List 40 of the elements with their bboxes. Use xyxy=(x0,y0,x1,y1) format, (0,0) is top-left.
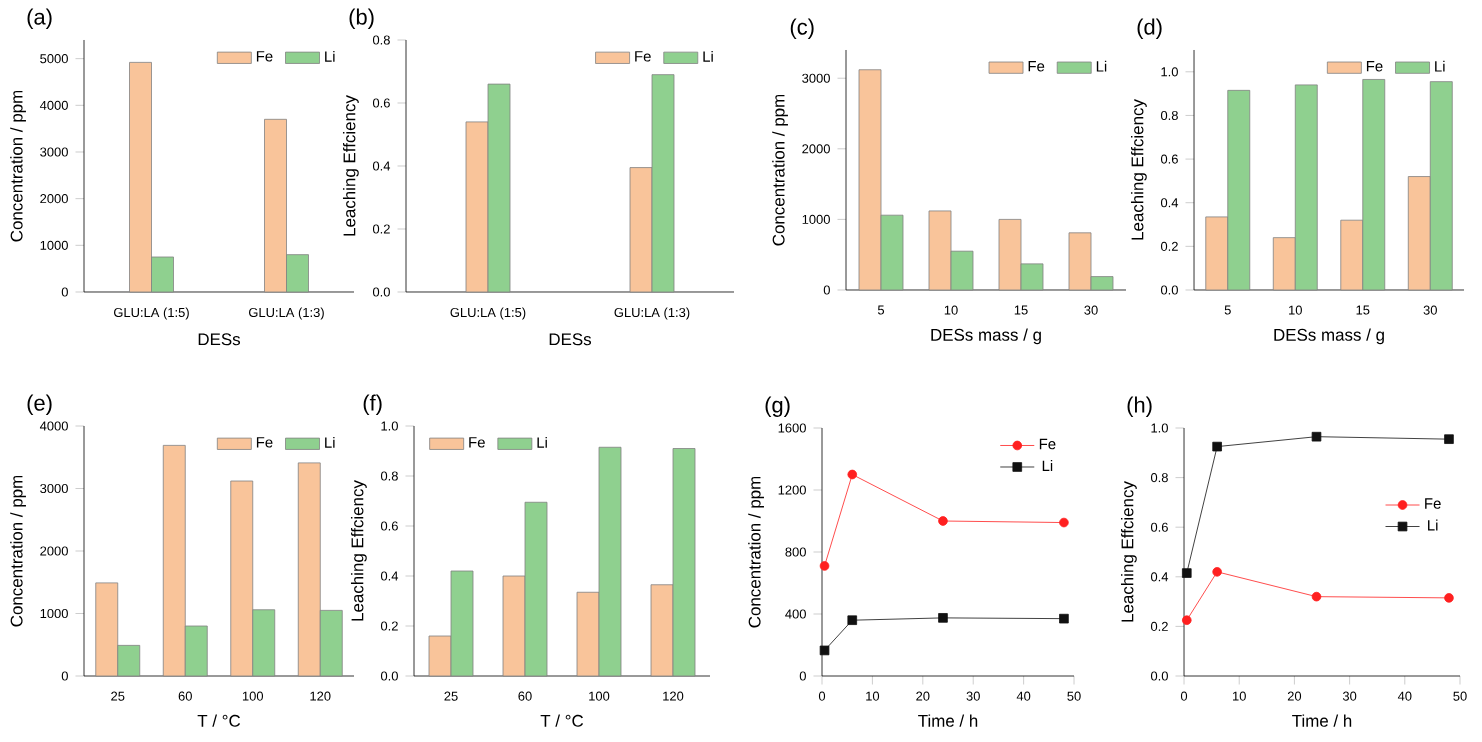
chart-title: (d) xyxy=(1137,18,1162,39)
chart-title: (e) xyxy=(27,394,52,416)
chart-title: (f) xyxy=(363,394,382,415)
x-axis-title: T / °C xyxy=(197,714,241,727)
y-axis-title: Leaching Effciency xyxy=(350,480,367,621)
point xyxy=(1181,615,1192,625)
point xyxy=(1311,431,1322,442)
y-axis-title: Leaching Effciency xyxy=(342,95,359,236)
chart-title: (g) xyxy=(765,396,790,417)
point xyxy=(819,645,830,656)
point xyxy=(1212,567,1222,577)
point xyxy=(938,613,948,623)
chart-title: (a) xyxy=(27,8,52,29)
point xyxy=(1444,434,1454,444)
point xyxy=(819,561,830,571)
point xyxy=(847,615,858,625)
point xyxy=(1059,613,1069,624)
x-axis-title: Time / h xyxy=(1292,714,1352,727)
chart-title: (c) xyxy=(790,18,814,39)
y-axis-title: Leaching Effciency xyxy=(1120,481,1137,622)
x-axis-title: Time / h xyxy=(918,714,978,727)
x-axis-title: DESs mass / g xyxy=(931,328,1041,345)
point xyxy=(1181,568,1192,578)
point xyxy=(938,516,948,526)
y-axis-title: Concentration / ppm xyxy=(748,476,764,628)
point xyxy=(847,469,858,480)
x-axis-title: T / °C xyxy=(540,714,584,727)
y-axis-title: Leaching Effciency xyxy=(1130,99,1147,240)
y-axis-title: Concentration / ppm xyxy=(772,94,788,246)
y-axis-title: Concentration / ppm xyxy=(10,475,26,627)
y-axis-title: Concentration / ppm xyxy=(10,90,26,242)
point xyxy=(1311,591,1322,602)
point xyxy=(1059,517,1069,528)
x-axis-title: DESs xyxy=(549,333,592,346)
x-axis-title: DESs mass / g xyxy=(1274,328,1384,345)
x-axis-title: DESs xyxy=(198,333,241,346)
chart-title: (b) xyxy=(349,8,374,30)
point xyxy=(1444,593,1454,603)
chart-title: (h) xyxy=(1127,396,1152,417)
point xyxy=(1212,441,1222,452)
